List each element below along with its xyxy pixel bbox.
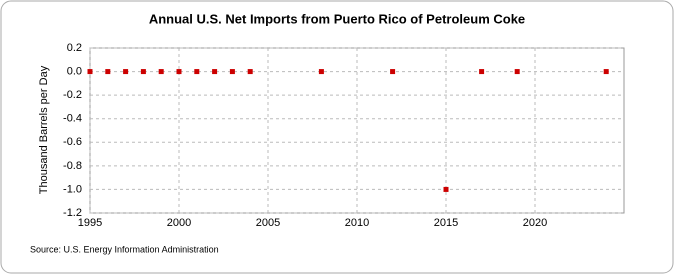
point bbox=[105, 69, 111, 75]
x-tick-label: 2010 bbox=[345, 217, 369, 229]
point bbox=[390, 69, 396, 75]
y-tick-label: -0.8 bbox=[63, 160, 82, 172]
x-tick-label: 2020 bbox=[523, 217, 547, 229]
point bbox=[479, 69, 485, 75]
y-tick-label: -0.2 bbox=[63, 89, 82, 101]
y-tick-label: 0.0 bbox=[67, 65, 82, 77]
point bbox=[123, 69, 129, 75]
x-tick-label: 1995 bbox=[78, 217, 102, 229]
point bbox=[87, 69, 93, 75]
point bbox=[140, 69, 146, 75]
point bbox=[212, 69, 218, 75]
point bbox=[229, 69, 235, 75]
x-tick-label: 2005 bbox=[256, 217, 280, 229]
plot-area bbox=[89, 47, 625, 214]
y-tick-label: 0.2 bbox=[67, 42, 82, 54]
point bbox=[318, 69, 324, 75]
point bbox=[194, 69, 200, 75]
y-tick-label: -0.6 bbox=[63, 136, 82, 148]
point bbox=[247, 69, 253, 75]
y-axis-label: Thousand Barrels per Day bbox=[38, 65, 50, 194]
chart-title: Annual U.S. Net Imports from Puerto Rico… bbox=[149, 11, 525, 26]
x-tick-label: 2000 bbox=[167, 217, 191, 229]
y-tick-label: -1.2 bbox=[63, 207, 82, 219]
point bbox=[176, 69, 182, 75]
y-tick-label: -0.4 bbox=[63, 113, 82, 125]
point bbox=[514, 69, 520, 75]
source: Source: U.S. Energy Information Administ… bbox=[30, 244, 219, 254]
y-tick-label: -1.0 bbox=[63, 183, 82, 195]
point bbox=[443, 186, 449, 192]
x-tick-label: 2015 bbox=[434, 217, 458, 229]
point bbox=[603, 69, 609, 75]
point bbox=[158, 69, 164, 75]
